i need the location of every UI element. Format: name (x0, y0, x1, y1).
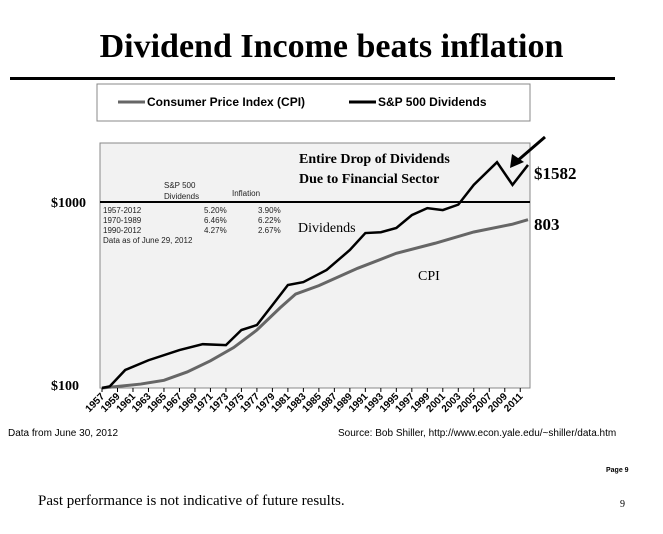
table-cell: 1970-1989 (103, 216, 142, 225)
table-header-3: Inflation (232, 189, 260, 198)
footer-source: Source: Bob Shiller, http://www.econ.yal… (338, 428, 617, 439)
ytick-label: $1000 (51, 196, 86, 211)
page-label: Page 9 (606, 467, 629, 474)
stats-table-bg (102, 204, 284, 256)
table-cell: 6.22% (258, 216, 281, 225)
table-note: Data as of June 29, 2012 (103, 236, 193, 245)
table-cell: 3.90% (258, 206, 281, 215)
table-cell: 5.20% (204, 206, 227, 215)
table-cell: 1957-2012 (103, 206, 142, 215)
legend-div-label: S&P 500 Dividends (378, 95, 487, 109)
table-cell: 2.67% (258, 226, 281, 235)
table-cell: 6.46% (204, 216, 227, 225)
ytick-label: $100 (51, 379, 79, 394)
table-cell: 4.27% (204, 226, 227, 235)
plot-area (99, 142, 531, 389)
dividends-line (101, 160, 529, 390)
disclaimer: Past performance is not indicative of fu… (38, 493, 345, 509)
legend-box (96, 83, 531, 122)
table-header-2: Dividends (164, 192, 199, 201)
end-label-cpi: 803 (534, 215, 560, 234)
annotation-arrow (515, 135, 546, 164)
table-cell: 1990-2012 (103, 226, 142, 235)
annotation-cpi: CPI (418, 269, 440, 284)
page-number: 9 (620, 499, 625, 510)
legend-cpi-label: Consumer Price Index (CPI) (147, 95, 305, 109)
arrow-head (510, 154, 524, 168)
title-rule (10, 77, 615, 80)
cpi-line (101, 218, 529, 390)
footer-date: Data from June 30, 2012 (8, 428, 119, 439)
table-header-1: S&P 500 (164, 181, 196, 190)
xtick-label: 2011 (502, 391, 525, 414)
annotation-headline-1: Entire Drop of Dividends (299, 152, 450, 167)
annotation-headline-2: Due to Financial Sector (299, 172, 439, 187)
chart: Consumer Price Index (CPI) S&P 500 Divid… (51, 83, 577, 415)
end-label-dividends: $1582 (534, 164, 577, 183)
slide-title: Dividend Income beats inflation (99, 28, 564, 65)
annotation-dividends: Dividends (298, 221, 356, 236)
stats-table: S&P 500 Dividends Inflation 1957-2012 5.… (103, 181, 281, 245)
